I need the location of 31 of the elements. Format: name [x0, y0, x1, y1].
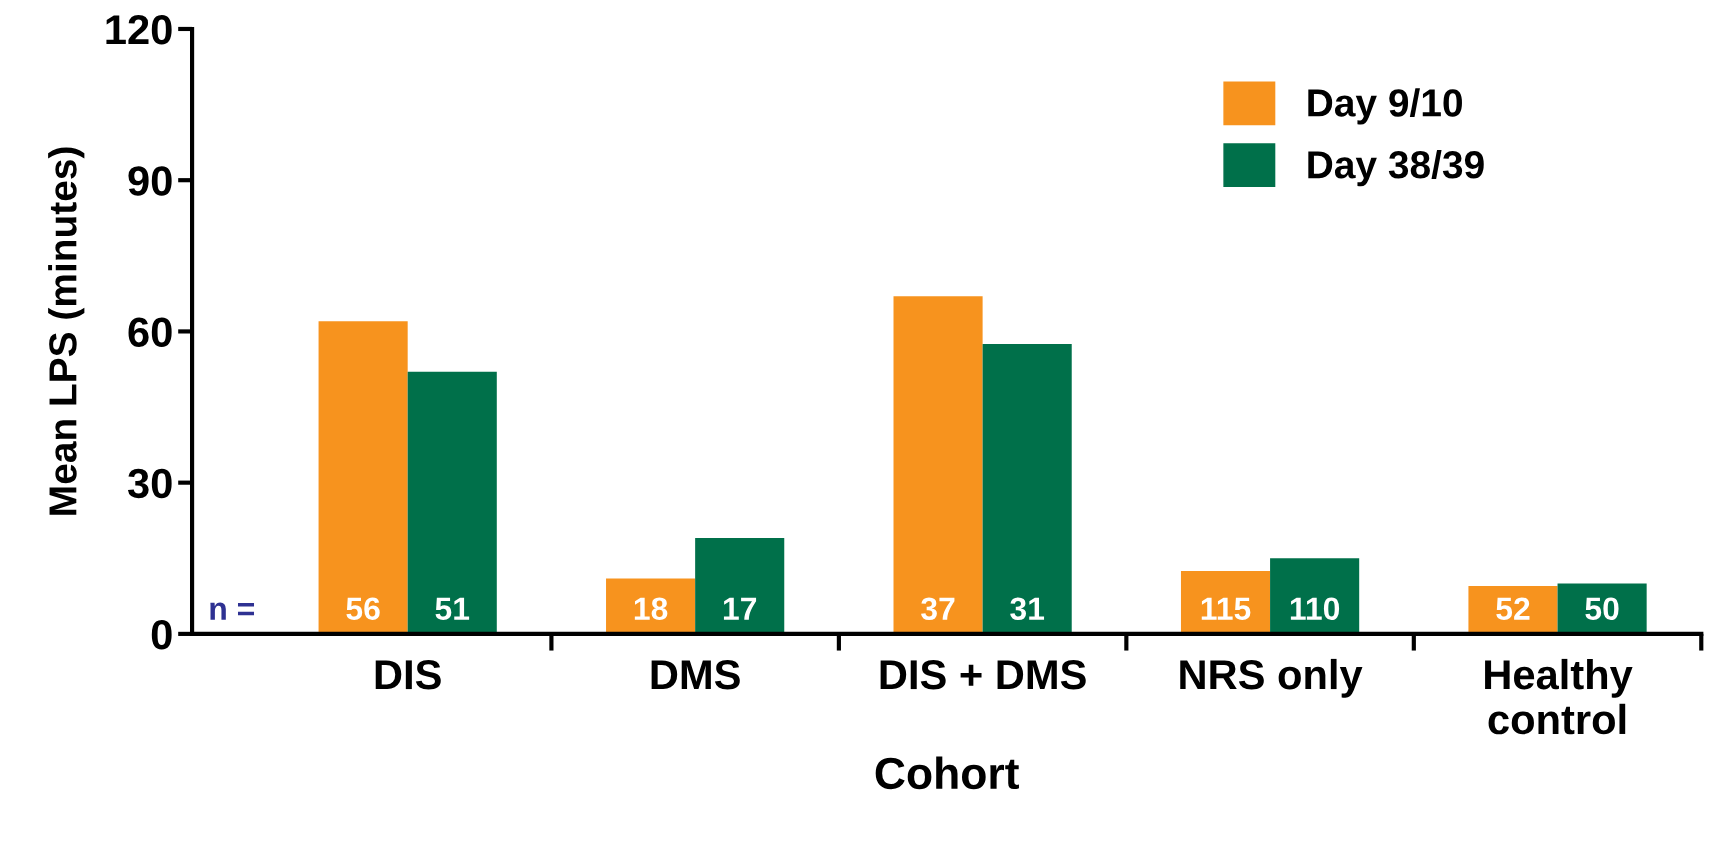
annotation: 52 — [1496, 597, 1530, 621]
bar — [893, 296, 983, 634]
bar — [695, 538, 785, 634]
annotation: 115 — [1201, 597, 1251, 621]
y-tick-label: 0 — [151, 619, 172, 650]
x-axis-title: Cohort — [875, 756, 1019, 790]
x-tick-label: DIS + DMS — [880, 659, 1086, 690]
x-tick-label: DIS — [375, 659, 441, 690]
annotation: 51 — [435, 597, 470, 621]
y-tick-label: 30 — [127, 468, 172, 499]
annotation: n = — [210, 602, 255, 620]
y-tick-label: 120 — [106, 14, 172, 45]
annotation: 31 — [1010, 597, 1045, 621]
annotation: 50 — [1585, 597, 1619, 621]
legend-label: Day 9/10 — [1308, 88, 1462, 125]
annotation: 110 — [1290, 597, 1340, 621]
annotation: 56 — [346, 597, 380, 621]
y-tick-label: 90 — [128, 166, 172, 196]
x-tick-label: NRS only — [1180, 658, 1363, 698]
legend-label: Day 38/39 — [1308, 149, 1484, 187]
x-tick-label: Healthy control — [1485, 658, 1633, 735]
y-tick-label: 60 — [128, 317, 172, 347]
annotation: 17 — [723, 597, 757, 620]
y-axis-title: Mean LPS (minutes) — [48, 147, 85, 515]
bar — [318, 321, 408, 634]
annotation: 37 — [921, 597, 955, 621]
bar — [407, 371, 497, 634]
bar — [1270, 558, 1360, 634]
x-tick-label: DMS — [651, 659, 740, 690]
annotation: 18 — [634, 597, 668, 621]
bar — [982, 344, 1072, 634]
